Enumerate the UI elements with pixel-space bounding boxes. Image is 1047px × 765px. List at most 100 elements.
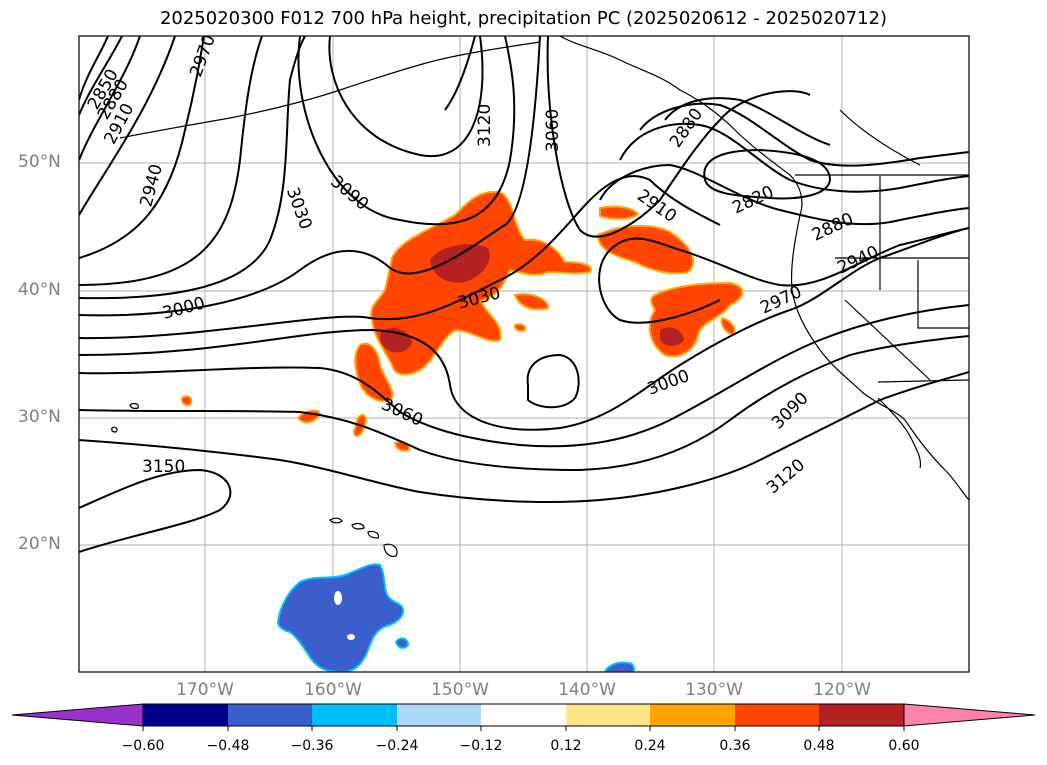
contour-3090-south	[79, 335, 969, 472]
hawaii-island-4	[383, 543, 398, 558]
colorbar-bin	[312, 704, 397, 726]
colorbar-tick-label: 0.24	[634, 738, 666, 754]
height-contours	[79, 36, 969, 553]
lon-label-170w: 170°W	[176, 680, 234, 700]
contour-label: 3000	[160, 293, 207, 324]
precip-core-east	[660, 327, 684, 346]
lon-label-140w: 140°W	[558, 680, 616, 700]
contour-3120-south	[79, 371, 969, 503]
precip-region-east-1	[596, 224, 695, 275]
precip-region-east-2	[599, 205, 640, 220]
contour-label: 2940	[136, 162, 167, 209]
contour-2880	[79, 36, 123, 116]
colorbar-ticks	[142, 726, 905, 731]
contour-3150	[79, 468, 232, 553]
colorbar-frame	[142, 703, 905, 727]
graticule	[79, 36, 969, 672]
colorbar-bin	[397, 704, 481, 726]
islands	[111, 402, 398, 558]
coastline-aleutians	[119, 41, 541, 139]
precip-region-small-1	[513, 293, 550, 311]
island-small-1	[129, 402, 139, 409]
coastline-north-america	[790, 214, 969, 501]
contour-3000-west	[79, 36, 263, 286]
lon-label-120w: 120°W	[813, 680, 871, 700]
contour-label: 3060	[378, 394, 426, 430]
colorbar-tick-label: −0.12	[459, 738, 503, 754]
map-title: 2025020300 F012 700 hPa height, precipit…	[159, 8, 888, 29]
contour-3090	[297, 36, 516, 226]
precip-region-west-coast-1	[354, 342, 394, 403]
precip-region-small-6	[513, 323, 527, 333]
contour-label: 2880	[809, 209, 857, 245]
lat-label-20n: 20°N	[18, 534, 61, 554]
contour-label: 3120	[763, 455, 809, 498]
island-small-2	[111, 426, 118, 433]
colorbar-tick-label: 0.12	[550, 738, 582, 754]
contour-label: 2820	[729, 182, 777, 218]
contour-2970-central	[598, 227, 969, 324]
contour-2970	[79, 36, 205, 259]
colorbar-tick-label: −0.24	[375, 738, 419, 754]
contour-label: 3120	[475, 104, 495, 147]
precip-negative-holes	[334, 591, 355, 640]
colorbar-bin	[650, 704, 735, 726]
hawaii-island-2	[351, 522, 365, 530]
lat-label-30n: 30°N	[18, 407, 61, 427]
colorbar-extend-low	[11, 703, 144, 727]
contour-2910-east	[619, 122, 969, 193]
colorbar-tick-label: −0.60	[121, 738, 165, 754]
colorbar-bin	[566, 704, 650, 726]
contour-3060-south	[79, 304, 969, 448]
colorbar-bin	[143, 704, 228, 726]
contour-3000-central	[79, 227, 969, 431]
colorbar-tick-label: 0.48	[803, 738, 835, 754]
precip-hole-2	[347, 634, 355, 640]
colorbar-bin	[735, 704, 819, 726]
colorbar-tick-label: 0.60	[888, 738, 920, 754]
precip-negative-region-east	[603, 661, 636, 672]
hawaii-island-1	[329, 517, 343, 524]
contour-label: 2910	[633, 186, 680, 227]
precip-region-central	[370, 190, 592, 376]
plot-area	[79, 36, 969, 672]
contour-upper-high	[328, 36, 484, 158]
precip-region-east-4	[720, 316, 736, 337]
hawaii-island-3	[367, 530, 380, 539]
contour-3060-west	[79, 36, 541, 317]
contour-2820	[703, 148, 832, 200]
lon-label-150w: 150°W	[431, 680, 489, 700]
precip-negative-region-small	[394, 637, 410, 649]
contour-2940-east	[599, 163, 969, 226]
coastlines	[119, 36, 969, 501]
colorbar-tick-label: −0.36	[290, 738, 334, 754]
lon-label-160w: 160°W	[304, 680, 362, 700]
colorbar-bin	[481, 704, 566, 726]
coastline-baja	[877, 397, 922, 469]
coastline-alaska	[559, 36, 803, 216]
lon-label-130w: 130°W	[685, 680, 743, 700]
precip-negative	[276, 563, 636, 672]
contour-label: 3000	[645, 366, 692, 400]
precip-region-small-5	[180, 395, 193, 407]
contour-3120-ne	[444, 36, 476, 111]
colorbar-extend-high	[903, 703, 1036, 727]
precip-positive-strong	[380, 244, 684, 353]
lat-label-50n: 50°N	[18, 152, 61, 172]
precip-negative-region-south	[276, 563, 405, 672]
contour-2880-east	[639, 102, 969, 167]
colorbar-tick-label: −0.48	[206, 738, 250, 754]
colorbar	[11, 703, 1036, 731]
plot-frame	[78, 35, 970, 673]
precip-hole-1	[334, 591, 342, 605]
contour-closed-low	[526, 353, 580, 409]
contour-label: 3030	[282, 185, 316, 232]
contour-label: 2970	[186, 32, 220, 79]
us-mexico-border	[877, 379, 969, 383]
contour-2850	[79, 36, 109, 101]
colorbar-bin	[819, 704, 904, 726]
precip-core-central	[430, 244, 490, 283]
state-border-2	[917, 260, 969, 329]
contour-3030-north	[79, 36, 306, 300]
